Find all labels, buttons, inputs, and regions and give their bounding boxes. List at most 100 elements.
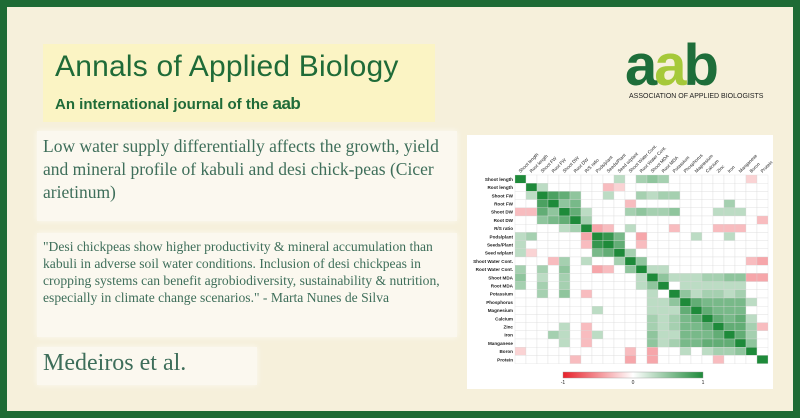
heatmap-cell	[569, 322, 582, 331]
heatmap-cell	[668, 355, 681, 364]
heatmap-cell	[756, 174, 769, 184]
heatmap-cell	[668, 347, 681, 356]
heatmap-cell	[756, 306, 769, 315]
heatmap-cell	[646, 289, 659, 299]
heatmap-cell	[723, 174, 736, 184]
heatmap-cell	[536, 215, 549, 225]
heatmap-cell	[536, 256, 549, 266]
heatmap-cell	[723, 347, 736, 356]
heatmap-cell	[712, 265, 725, 274]
heatmap-cell	[668, 240, 681, 249]
heatmap-cell	[547, 248, 560, 258]
heatmap-cell	[679, 207, 692, 217]
heatmap-cell	[514, 338, 527, 348]
heatmap-cell	[657, 207, 670, 217]
title-panel	[37, 131, 457, 221]
heatmap-cell	[514, 232, 527, 241]
heatmap-cell	[569, 174, 582, 184]
heatmap-cell	[712, 240, 725, 249]
heatmap-cell	[690, 281, 703, 290]
heatmap-cell	[734, 224, 747, 233]
heatmap-cell	[558, 289, 571, 299]
correlation-heatmap: Shoot length Root length Shoot FW Root FW Sh…	[467, 135, 773, 389]
heatmap-cell	[668, 306, 681, 315]
heatmap-cell	[745, 338, 758, 348]
heatmap-cell	[580, 355, 593, 364]
heatmap-cell	[679, 183, 692, 192]
heatmap-cell	[690, 248, 703, 258]
heatmap-cell	[745, 314, 758, 323]
heatmap-cell	[525, 248, 538, 258]
quote-panel	[37, 233, 457, 337]
heatmap-cell	[723, 199, 736, 208]
heatmap-cell	[734, 232, 747, 241]
heatmap-cell	[580, 289, 593, 299]
heatmap-cell	[679, 248, 692, 258]
heatmap-cell	[580, 297, 593, 307]
heatmap-cell	[558, 347, 571, 356]
heatmap-cell	[635, 183, 648, 192]
heatmap-cell	[756, 281, 769, 290]
heatmap-cell	[591, 347, 604, 356]
heatmap-cell	[547, 273, 560, 282]
heatmap-cell	[536, 289, 549, 299]
heatmap-cell	[635, 281, 648, 290]
heatmap-cell	[734, 314, 747, 323]
heatmap-cell	[657, 347, 670, 356]
heatmap-cell	[712, 232, 725, 241]
heatmap-cell	[745, 306, 758, 315]
heatmap-cell	[723, 314, 736, 323]
article-authors: Medeiros et al.	[43, 350, 187, 376]
heatmap-cell	[525, 306, 538, 315]
heatmap-cell	[558, 207, 571, 217]
heatmap-cell	[734, 215, 747, 225]
heatmap-cell	[668, 191, 681, 200]
heatmap-cell	[602, 281, 615, 290]
heatmap-cell	[657, 314, 670, 323]
journal-tagline-text: An international journal of the	[55, 96, 269, 113]
heatmap-cell	[635, 347, 648, 356]
heatmap-cell	[734, 174, 747, 184]
heatmap-cell	[646, 215, 659, 225]
heatmap-cell	[525, 273, 538, 282]
heatmap-cell	[624, 215, 637, 225]
heatmap-cell	[514, 297, 527, 307]
heatmap-cell	[580, 314, 593, 323]
heatmap-cell	[690, 199, 703, 208]
heatmap-cell	[514, 224, 527, 233]
heatmap-cell	[723, 338, 736, 348]
heatmap-cell	[624, 306, 637, 315]
heatmap-cell	[547, 232, 560, 241]
heatmap-cell	[536, 347, 549, 356]
heatmap-cell	[690, 174, 703, 184]
heatmap-cell	[701, 207, 714, 217]
heatmap-cell	[547, 191, 560, 200]
heatmap-cell	[635, 191, 648, 200]
heatmap-cell	[602, 191, 615, 200]
aab-logo-letter: a	[625, 35, 658, 98]
heatmap-cell	[690, 240, 703, 249]
heatmap-cell	[668, 224, 681, 233]
heatmap-cell	[646, 240, 659, 249]
heatmap-cell	[635, 240, 648, 249]
heatmap-row-label: Shoot DW	[491, 210, 514, 215]
aab-logo-letter: b	[684, 35, 718, 98]
heatmap-cell	[712, 289, 725, 299]
heatmap-cell	[558, 297, 571, 307]
heatmap-cell	[701, 355, 714, 364]
heatmap-cell	[701, 232, 714, 241]
heatmap-cell	[591, 256, 604, 266]
heatmap-cell	[712, 322, 725, 331]
heatmap-cell	[734, 297, 747, 307]
heatmap-cell	[745, 191, 758, 200]
heatmap-cell	[668, 215, 681, 225]
heatmap-cell	[624, 297, 637, 307]
heatmap-cell	[635, 330, 648, 340]
heatmap-cell	[657, 265, 670, 274]
heatmap-cell	[514, 289, 527, 299]
heatmap-cell	[558, 232, 571, 241]
heatmap-cell	[646, 248, 659, 258]
heatmap-cell	[547, 281, 560, 290]
heatmap-cell	[536, 322, 549, 331]
heatmap-cell	[701, 347, 714, 356]
